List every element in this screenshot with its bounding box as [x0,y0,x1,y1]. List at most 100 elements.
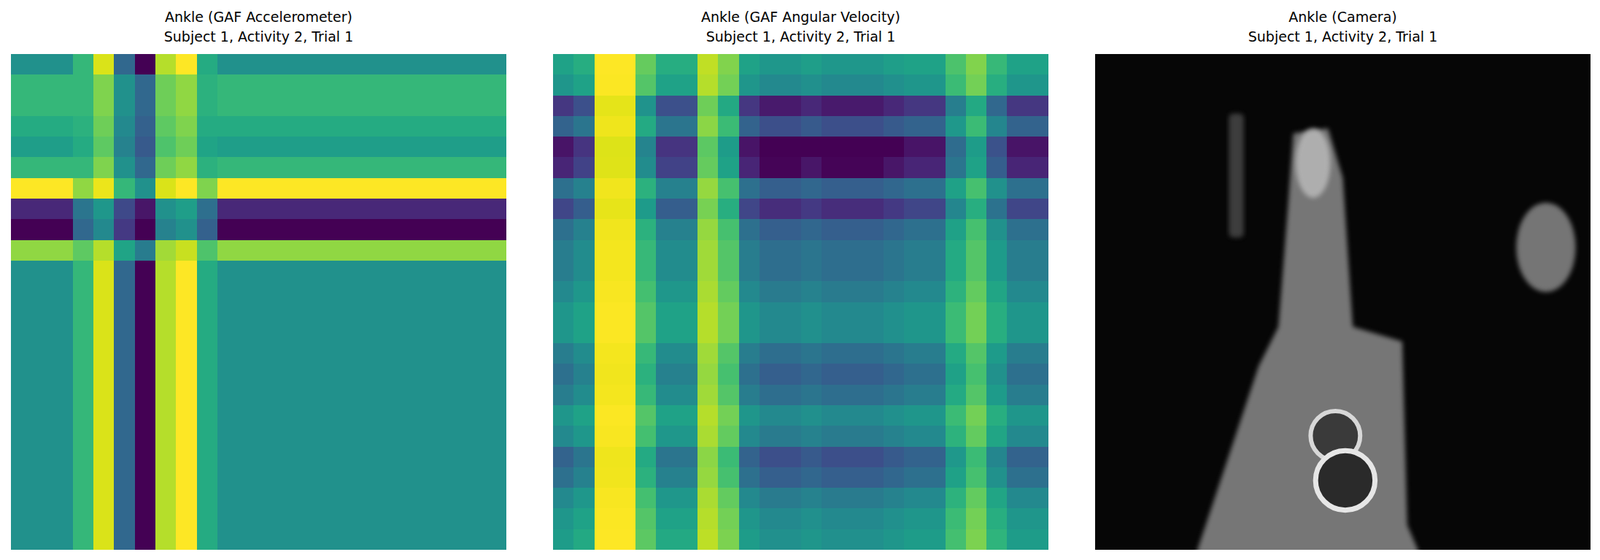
heatmap-cell [677,404,699,427]
heatmap-cell [1027,280,1049,303]
heatmap-cell [10,53,33,76]
heatmap-cell [320,446,342,468]
heatmap-cell [801,240,823,262]
heatmap-cell [779,280,802,303]
heatmap-cell [31,116,53,138]
heatmap-cell [801,95,823,117]
heatmap-cell [464,218,486,241]
heatmap-cell [134,302,157,324]
heatmap-cell [10,466,33,489]
heatmap-cell [279,507,301,529]
heatmap-cell [801,116,823,138]
heatmap-cell [382,53,404,76]
heatmap-cell [986,260,1008,282]
heatmap-cell [382,74,404,96]
heatmap-cell [485,322,507,344]
heatmap-cell [113,487,135,509]
heatmap-cell [93,384,115,406]
heatmap-cell [594,322,616,344]
heatmap-cell [573,528,595,550]
heatmap-cell [841,404,864,427]
heatmap-cell [553,528,575,550]
heatmap-cell [615,74,637,96]
heatmap-cell [615,363,637,385]
heatmap-cell [52,466,74,489]
heatmap-cell [801,198,823,220]
heatmap-cell [403,156,425,179]
heatmap-cell [821,156,843,179]
heatmap-cell [31,302,53,324]
heatmap-cell [485,363,507,385]
heatmap-cell [382,404,404,427]
heatmap-cell [1027,116,1049,138]
heatmap-cell [717,302,740,324]
heatmap-cell [965,466,988,489]
heatmap-cell [155,487,177,509]
heatmap-cell [1027,342,1049,365]
heatmap-cell [196,53,219,76]
heatmap-cell [175,260,197,282]
heatmap-cell [196,95,219,117]
heatmap-cell [986,74,1008,96]
heatmap-cell [615,404,637,427]
heatmap-cell [739,95,761,117]
heatmap-cell [464,95,486,117]
heatmap-cell [259,302,281,324]
heatmap-cell [361,53,384,76]
heatmap-cell [464,404,486,427]
heatmap-cell [382,198,404,220]
heatmap-cell [717,116,740,138]
heatmap-cell [635,116,657,138]
heatmap-cell [72,53,95,76]
image-shape [1295,128,1331,198]
heatmap-cell [635,53,657,76]
heatmap-cell [341,280,363,303]
heatmap-cell [677,384,699,406]
heatmap-cell [175,404,197,427]
heatmap-cell [573,116,595,138]
heatmap-cell [196,136,219,158]
heatmap-cell [677,280,699,303]
heatmap-cell [382,240,404,262]
heatmap-cell [862,136,884,158]
heatmap-cell [1027,425,1049,447]
heatmap-cell [52,425,74,447]
heatmap-cell [72,260,95,282]
heatmap-cell [924,280,946,303]
heatmap-cell [553,260,575,282]
heatmap-cell [72,136,95,158]
heatmap-cell [175,466,197,489]
heatmap-cell [717,74,740,96]
heatmap-cell [615,487,637,509]
heatmap-cell [677,446,699,468]
heatmap-cell [259,528,281,550]
heatmap-cell [924,363,946,385]
heatmap-cell [883,240,905,262]
heatmap-cell [423,342,446,365]
heatmap-cell [196,528,219,550]
heatmap-cell [341,384,363,406]
heatmap-cell [403,95,425,117]
heatmap-cell [217,95,239,117]
heatmap-cell [635,218,657,241]
heatmap-cell [72,322,95,344]
heatmap-cell [553,116,575,138]
heatmap-cell [259,178,281,200]
heatmap-cell [862,218,884,241]
heatmap-cell [175,302,197,324]
heatmap-cell [779,178,802,200]
heatmap-cell [862,363,884,385]
heatmap-cell [217,218,239,241]
heatmap-cell [175,116,197,138]
heatmap-cell [341,425,363,447]
heatmap-cell [52,260,74,282]
heatmap-cell [573,487,595,509]
heatmap-cell [883,466,905,489]
heatmap-cell [403,507,425,529]
heatmap-cell [615,280,637,303]
heatmap-cell [134,507,157,529]
heatmap-cell [1027,156,1049,179]
heatmap-cell [635,280,657,303]
heatmap-cell [986,528,1008,550]
heatmap-cell [739,425,761,447]
